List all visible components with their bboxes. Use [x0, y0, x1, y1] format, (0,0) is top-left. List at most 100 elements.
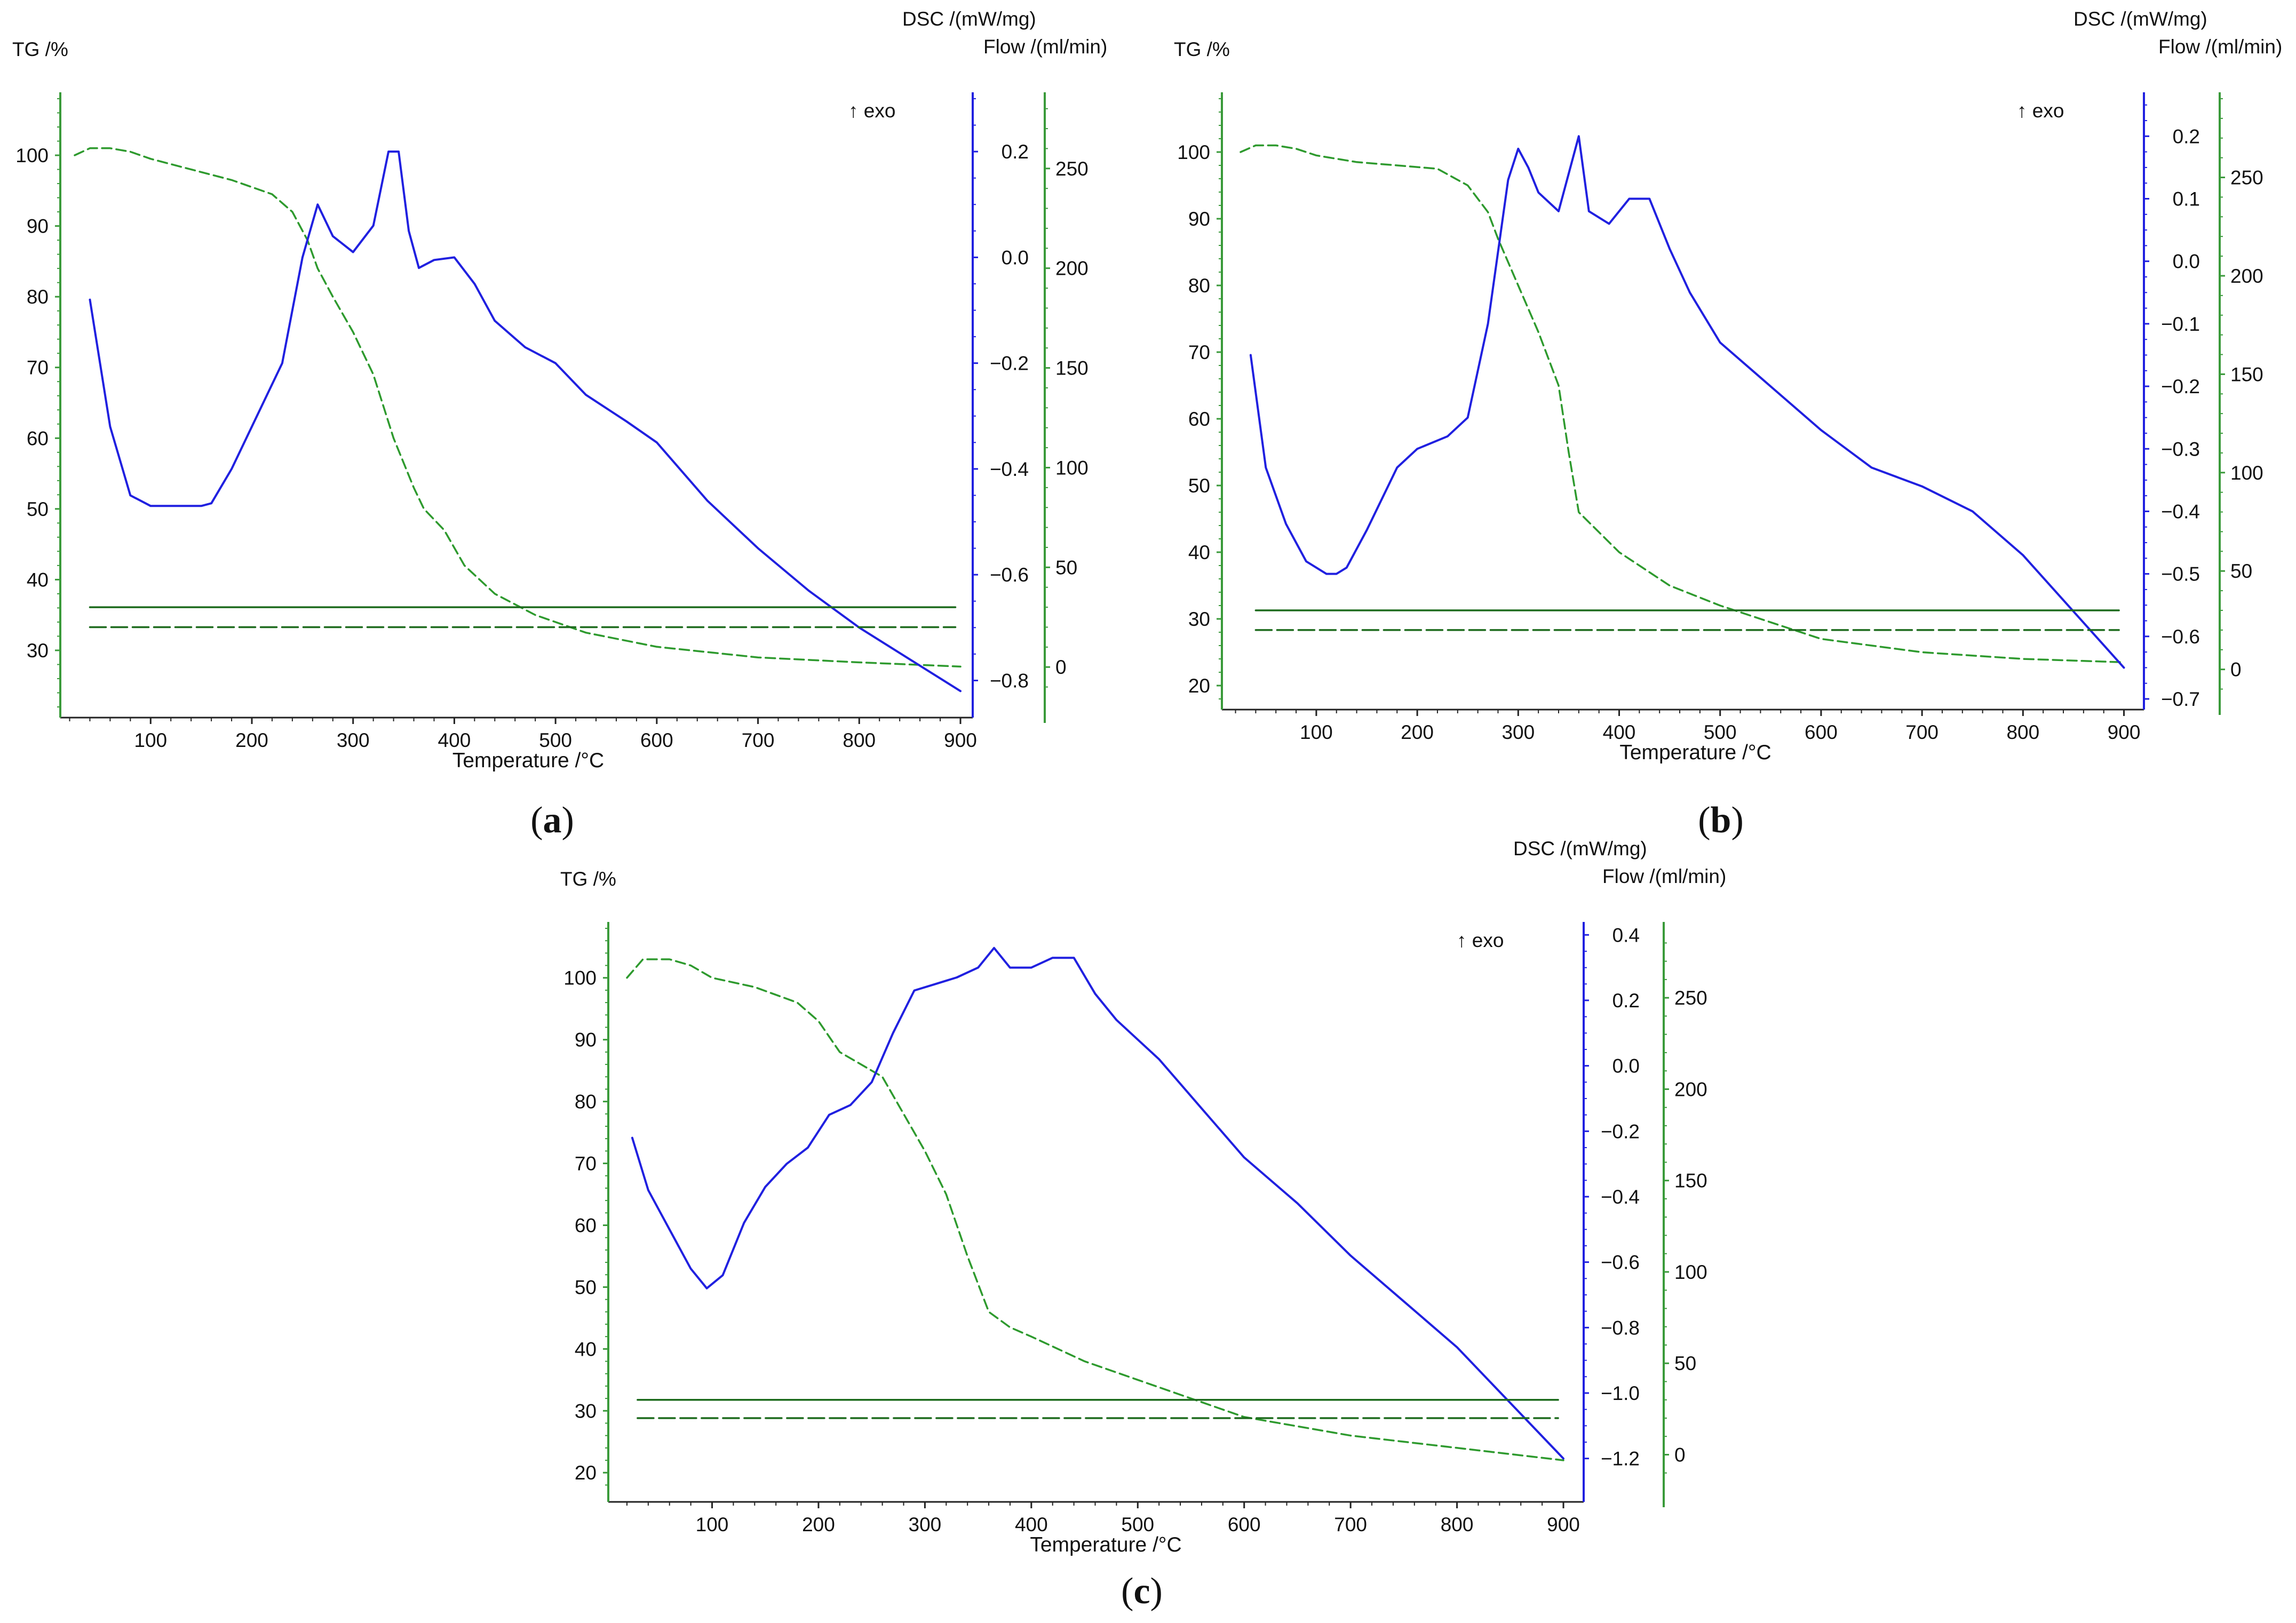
tg-tick-label: 30 — [1188, 608, 1210, 630]
flow-axis-label: Flow /(ml/min) — [2158, 36, 2282, 58]
tg-tick-label: 100 — [563, 967, 597, 989]
dsc-tick-label: 0.1 — [2173, 188, 2200, 210]
dsc-tick-label: −0.4 — [1601, 1186, 1640, 1208]
tg-tick-label: 50 — [1188, 475, 1210, 497]
dsc-tick-label: −0.6 — [2161, 626, 2200, 648]
tg-tick-label: 40 — [1188, 542, 1210, 563]
flow-tick-label: 100 — [1055, 457, 1089, 479]
flow-tick-label: 250 — [1055, 158, 1089, 180]
x-tick-label: 800 — [2006, 721, 2039, 743]
flow-tick-label: 50 — [2230, 560, 2252, 582]
tg-tick-label: 70 — [27, 357, 49, 379]
flow-tick-label: 0 — [1055, 656, 1067, 678]
flow-tick-label: 150 — [1674, 1170, 1707, 1192]
exo-indicator: ↑ exo — [1457, 929, 1504, 951]
flow-tick-label: 100 — [2230, 462, 2263, 484]
tg-tick-label: 20 — [1188, 675, 1210, 697]
panel-label-open: ( — [530, 800, 543, 841]
dsc-tick-label: 0.2 — [1612, 990, 1640, 1012]
panel-label-letter: a — [543, 800, 562, 841]
tg-tick-label: 40 — [575, 1338, 597, 1360]
dsc-axis-label: DSC /(mW/mg) — [902, 8, 1036, 30]
tg-tick-label: 60 — [575, 1214, 597, 1236]
tg-tick-label: 100 — [1177, 141, 1210, 163]
x-tick-label: 400 — [438, 729, 471, 751]
tg-tick-label: 70 — [1188, 341, 1210, 363]
tg-tick-label: 70 — [575, 1153, 597, 1175]
dsc-tick-label: −0.2 — [990, 353, 1029, 375]
x-axis-label: Temperature /°C — [1619, 741, 1771, 764]
x-tick-label: 300 — [909, 1514, 942, 1536]
dsc-tick-label: −0.3 — [2161, 438, 2200, 460]
flow-tick-label: 150 — [2230, 363, 2263, 385]
x-tick-label: 100 — [1300, 721, 1333, 743]
dsc-tick-label: 0.2 — [1002, 141, 1029, 163]
panel-label: (b) — [1698, 800, 1744, 841]
tg-tick-label: 30 — [575, 1400, 597, 1422]
tg-curve — [626, 958, 1564, 1461]
tg-tick-label: 90 — [27, 216, 49, 237]
exo-indicator: ↑ exo — [848, 100, 895, 122]
dsc-tick-label: 0.0 — [1612, 1055, 1640, 1077]
dsc-tick-label: −0.8 — [990, 670, 1029, 691]
x-tick-label: 300 — [1501, 721, 1535, 743]
panel-label-close: ) — [562, 800, 574, 841]
panel-label-close: ) — [1150, 1571, 1163, 1612]
x-tick-label: 100 — [134, 729, 167, 751]
dsc-tick-label: −0.2 — [2161, 376, 2200, 397]
x-tick-label: 900 — [944, 729, 977, 751]
x-tick-label: 900 — [1547, 1514, 1580, 1536]
tg-axis-label: TG /% — [1174, 38, 1230, 60]
tg-tick-label: 30 — [27, 640, 49, 662]
tg-axis-label: TG /% — [12, 38, 68, 60]
panel-label-letter: b — [1711, 800, 1731, 841]
panel-label: (c) — [1121, 1571, 1163, 1612]
tg-tick-label: 40 — [27, 569, 49, 591]
dsc-axis-label: DSC /(mW/mg) — [2073, 8, 2207, 30]
flow-tick-label: 200 — [2230, 265, 2263, 287]
x-tick-label: 500 — [1704, 721, 1737, 743]
tg-tick-label: 20 — [575, 1462, 597, 1484]
dsc-curve — [631, 946, 1564, 1460]
tg-curve — [1240, 144, 2125, 664]
tg-tick-label: 90 — [1188, 208, 1210, 230]
flow-tick-label: 250 — [1674, 987, 1707, 1009]
dsc-tick-label: 0.4 — [1612, 924, 1640, 946]
x-tick-label: 300 — [337, 729, 370, 751]
dsc-tick-label: 0.0 — [2173, 251, 2200, 273]
panel-label-open: ( — [1121, 1571, 1133, 1612]
dsc-curve — [89, 150, 962, 693]
flow-axis-label: Flow /(ml/min) — [983, 36, 1107, 58]
x-tick-label: 600 — [640, 729, 673, 751]
x-axis-label: Temperature /°C — [452, 749, 604, 772]
dsc-tick-label: −0.6 — [990, 564, 1029, 586]
dsc-tick-label: −0.8 — [1601, 1317, 1640, 1339]
x-axis-label: Temperature /°C — [1030, 1533, 1181, 1556]
tg-tick-label: 80 — [1188, 275, 1210, 297]
dsc-tick-label: −0.4 — [2161, 500, 2200, 522]
dsc-tick-label: −0.1 — [2161, 313, 2200, 335]
dsc-tick-label: −0.2 — [1601, 1120, 1640, 1142]
dsc-tick-label: −0.4 — [990, 458, 1029, 480]
x-tick-label: 400 — [1603, 721, 1636, 743]
tg-tick-label: 60 — [27, 427, 49, 449]
dsc-tick-label: −0.6 — [1601, 1252, 1640, 1274]
x-tick-label: 600 — [1805, 721, 1838, 743]
tg-tick-label: 100 — [15, 145, 49, 166]
panel-label-letter: c — [1133, 1571, 1150, 1612]
x-tick-label: 200 — [235, 729, 268, 751]
exo-indicator: ↑ exo — [2017, 100, 2064, 122]
tg-axis-label: TG /% — [560, 868, 616, 890]
x-tick-label: 400 — [1015, 1514, 1048, 1536]
x-tick-label: 500 — [539, 729, 572, 751]
dsc-tick-label: 0.0 — [1002, 246, 1029, 268]
tg-tick-label: 50 — [575, 1276, 597, 1298]
x-tick-label: 600 — [1228, 1514, 1261, 1536]
dsc-tick-label: −1.0 — [1601, 1382, 1640, 1404]
panel-label-open: ( — [1698, 800, 1710, 841]
dsc-axis-label: DSC /(mW/mg) — [1513, 838, 1647, 860]
flow-tick-label: 100 — [1674, 1261, 1707, 1283]
